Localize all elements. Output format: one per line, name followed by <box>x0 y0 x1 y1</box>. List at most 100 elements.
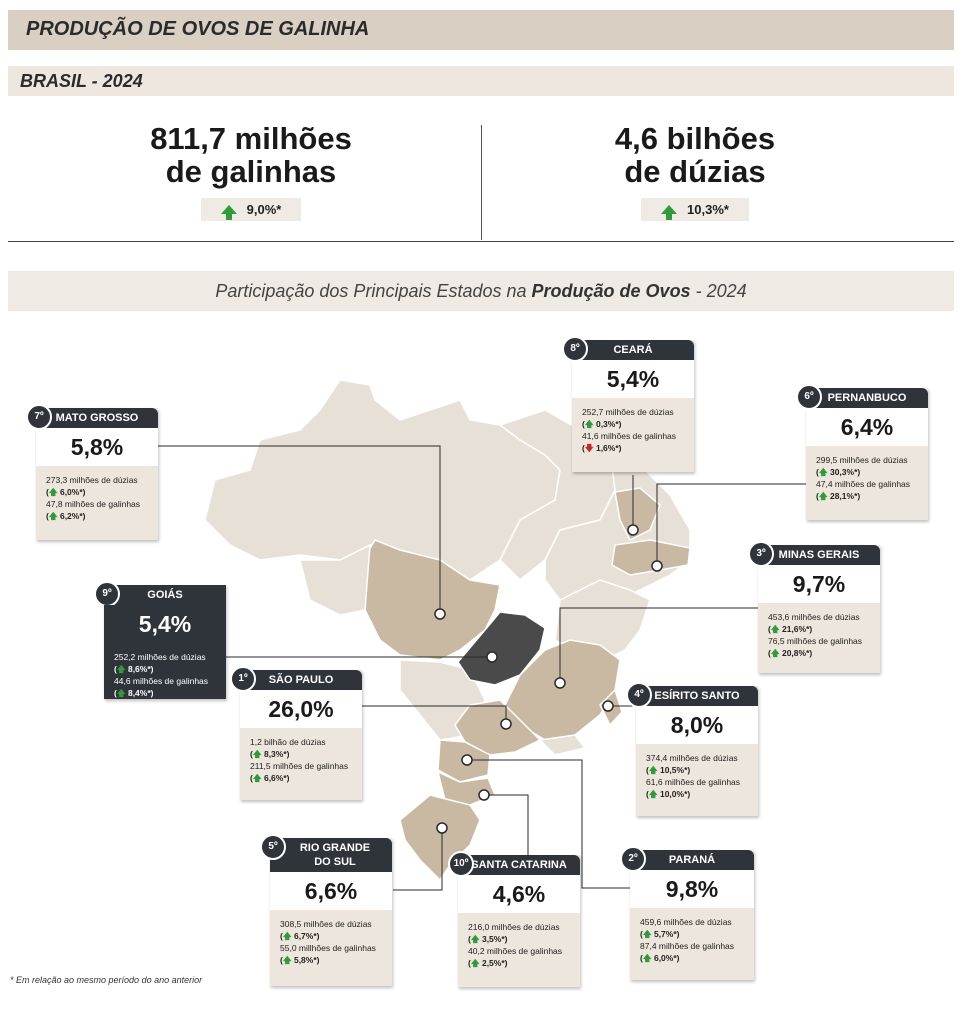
dozens-text: 299,5 milhões de dúzias <box>816 455 908 465</box>
state-sao-paulo <box>454 699 542 756</box>
state-card: GOIÁS 9º 5,4% 252,2 milhões de dúzias (🡅 8,6… <box>94 581 226 699</box>
state-share: 5,8% <box>36 428 158 466</box>
dozens-variation: (🡅 8,3%*) <box>250 749 290 759</box>
state-card: CEARÁ 8º 5,4% 252,7 milhões de dúzias (🡅 0,3… <box>562 336 694 472</box>
hens-variation: (🡅 20,8%*) <box>768 648 813 658</box>
up-arrow-icon <box>661 205 678 221</box>
page-subtitle: BRASIL - 2024 <box>20 71 143 91</box>
marker-minas-gerais <box>554 677 566 689</box>
dozens-variation: (🡅 3,5%*) <box>468 934 508 944</box>
state-name: CEARÁ <box>572 340 694 360</box>
page-title: PRODUÇÃO DE OVOS DE GALINHA <box>26 18 370 40</box>
hens-text: 41,6 milhões de galinhas <box>582 431 677 441</box>
leader-santa-catarina <box>484 794 529 855</box>
marker-rio-grande-do-sul <box>436 822 448 834</box>
hens-text: 61,6 milhões de galinhas <box>646 777 741 787</box>
kpi-dozens: 4,6 bilhões de dúzias 10,3%* <box>545 122 845 221</box>
hens-variation: (🡅 6,2%*) <box>46 511 86 521</box>
state-card: PERNANBUCO 6º 6,4% 299,5 milhões de dúzias (… <box>796 384 928 520</box>
hens-text: 55,0 millhões de galinhas <box>280 943 376 953</box>
state-ceara <box>614 487 661 542</box>
rank-badge: 8º <box>562 336 588 362</box>
state-name: RIO GRANDE DO SUL <box>270 838 392 872</box>
leader-rio-grande-do-sul <box>393 828 443 891</box>
dozens-text: 1,2 bilhão de dúzias <box>250 737 326 747</box>
state-info: 299,5 milhões de dúzias (🡅 30,3%*) 47,4 mi… <box>816 454 922 502</box>
hens-text: 44,6 milhões de galinhas <box>114 676 209 686</box>
state-info: 459,6 milhões de dúzias (🡅 5,7%*) 87,4 mil… <box>640 916 748 964</box>
hens-text: 211,5 milhões de galinhas <box>250 761 349 771</box>
state-goias <box>457 611 546 686</box>
state-rio-de-janeiro <box>538 734 587 756</box>
hens-variation: (🡅 8,4%*) <box>114 688 154 698</box>
state-share: 5,4% <box>104 605 226 643</box>
marker-pernambuco <box>651 560 663 572</box>
kpi-hens-line2: de galinhas <box>165 154 337 189</box>
state-name: GOIÁS <box>104 585 226 605</box>
map-title: Participação dos Principais Estados na P… <box>215 281 747 301</box>
marker-ceara <box>627 524 639 536</box>
marker-santa-catarina <box>478 789 490 801</box>
state-name: ESÍRITO SANTO <box>636 686 758 706</box>
state-name: MATO GROSSO <box>36 408 158 428</box>
marker-espirito-santo <box>602 700 614 712</box>
dozens-text: 252,2 milhões de dúzias <box>114 652 206 662</box>
dozens-variation: (🡅 5,7%*) <box>640 929 680 939</box>
subtitle-bar: BRASIL - 2024 <box>8 66 954 96</box>
rank-badge: 5º <box>260 834 286 860</box>
dozens-variation: (🡅 30,3%*) <box>816 467 861 477</box>
state-card: SANTA CATARINA 10º 4,6% 216,0 milhões de dú… <box>448 851 580 987</box>
state-info: 252,7 milhões de dúzias (🡅 0,3%*) 41,6 mil… <box>582 406 688 454</box>
hens-variation: (🡅 2,5%*) <box>468 958 508 968</box>
state-info: 374,4 milhões de dúzias (🡅 10,5%*) 61,6 mi… <box>646 752 752 800</box>
state-rondonia <box>299 543 371 616</box>
hens-text: 47,4 milhões de galinhas <box>816 479 911 489</box>
hens-variation: (🡅 10,0%*) <box>646 789 691 799</box>
state-info: 252,2 milhões de dúzias (🡅 8,6%*) 44,6 mil… <box>114 651 220 699</box>
dozens-text: 308,5 milhões de dúzias <box>280 919 372 929</box>
state-share: 26,0% <box>240 690 362 728</box>
marker-parana <box>461 754 473 766</box>
hens-text: 76,5 milhões de galinhas <box>768 636 863 646</box>
leader-pernambuco <box>656 483 806 566</box>
state-pernambuco <box>611 539 691 576</box>
dozens-variation: (🡅 21,6%*) <box>768 624 813 634</box>
state-card: ESÍRITO SANTO 4º 8,0% 374,4 milhões de dúzi… <box>626 682 758 816</box>
leader-mato-grosso <box>158 445 441 612</box>
hens-variation: (🡇 1,6%*) <box>582 443 622 453</box>
state-share: 6,6% <box>270 872 392 910</box>
dozens-text: 459,6 milhões de dúzias <box>640 917 732 927</box>
up-arrow-icon <box>220 205 237 221</box>
state-share: 4,6% <box>458 875 580 913</box>
dozens-variation: (🡅 0,3%*) <box>582 419 622 429</box>
state-info: 308,5 milhões de dúzias (🡅 6,7%*) 55,0 mil… <box>280 918 386 966</box>
leader-lines <box>158 445 806 891</box>
state-share: 6,4% <box>806 408 928 446</box>
state-mato-grosso <box>359 539 501 661</box>
leader-minas-gerais <box>559 607 758 683</box>
kpi-dozens-line2: de dúzias <box>624 154 766 189</box>
rank-badge: 4º <box>626 682 652 708</box>
dozens-text: 273,3 milhões de dúzias <box>46 475 138 485</box>
state-markers <box>434 524 663 834</box>
hens-variation: (🡅 28,1%*) <box>816 491 861 501</box>
hens-text: 47,8 milhões de galinhas <box>46 499 141 509</box>
rank-badge: 9º <box>94 581 120 607</box>
state-card: SÃO PAULO 1º 26,0% 1,2 bilhão de dúzias (🡅 8… <box>230 666 362 800</box>
hens-variation: (🡅 5,8%*) <box>280 955 320 965</box>
rank-badge: 3º <box>748 541 774 567</box>
hens-variation: (🡅 6,0%*) <box>640 953 680 963</box>
hens-variation: (🡅 6,6%*) <box>250 773 290 783</box>
state-name: PARANÁ <box>630 850 754 870</box>
state-info: 453,6 milhões de dúzias (🡅 21,6%*) 76,5 mi… <box>768 611 874 659</box>
state-card: MATO GROSSO 7º 5,8% 273,3 milhões de dúzias… <box>26 404 158 540</box>
rank-badge: 6º <box>796 384 822 410</box>
state-name: SANTA CATARINA <box>458 855 580 875</box>
kpi-hens-line1: 811,7 milhões <box>150 121 352 156</box>
rank-badge: 1º <box>230 666 256 692</box>
state-share: 9,7% <box>758 565 880 603</box>
marker-goias <box>486 651 498 663</box>
kpi-dozens-variation: 10,3%* <box>687 202 729 217</box>
kpi-dozens-badge: 10,3%* <box>641 198 749 221</box>
leader-parana <box>467 759 630 889</box>
